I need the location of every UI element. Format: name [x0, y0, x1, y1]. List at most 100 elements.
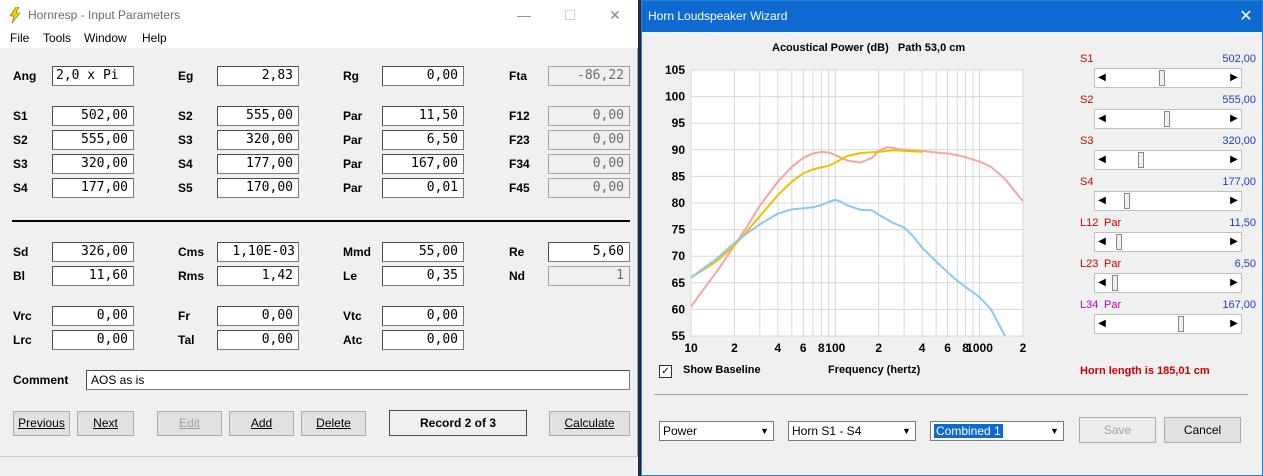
- slider-thumb[interactable]: [1123, 193, 1130, 209]
- arrow-left-icon[interactable]: ◀: [1095, 274, 1109, 292]
- slider-s2[interactable]: ◀ ▶: [1094, 109, 1242, 129]
- par1-field[interactable]: 11,50: [382, 106, 464, 126]
- s5-field[interactable]: 170,00: [217, 178, 299, 198]
- x-tick-label: 100: [825, 341, 845, 355]
- s1-label: S1: [13, 109, 28, 123]
- slider-thumb[interactable]: [1138, 152, 1145, 168]
- lightning-icon: [9, 7, 21, 23]
- s3-label: S3: [178, 133, 193, 147]
- par3-field[interactable]: 167,00: [382, 154, 464, 174]
- lrc-label: Lrc: [13, 333, 32, 347]
- x-tick-label: 8: [818, 341, 825, 355]
- calculate-button[interactable]: Calculate: [549, 411, 630, 436]
- arrow-right-icon[interactable]: ▶: [1227, 110, 1241, 128]
- vtc-field[interactable]: 0,00: [382, 306, 464, 326]
- arrow-left-icon[interactable]: ◀: [1095, 151, 1109, 169]
- s2-row-field[interactable]: 555,00: [52, 130, 134, 150]
- f12-field: 0,00: [548, 106, 630, 126]
- edit-button[interactable]: Edit: [157, 411, 222, 436]
- slider-l34[interactable]: ◀ ▶: [1094, 314, 1242, 334]
- s1-field[interactable]: 502,00: [52, 106, 134, 126]
- minimize-icon[interactable]: —: [517, 7, 531, 23]
- lrc-field[interactable]: 0,00: [52, 330, 134, 350]
- slider-s4[interactable]: ◀ ▶: [1094, 191, 1242, 211]
- param-value-l34: 167,00: [1222, 299, 1256, 311]
- y-tick-label: 55: [672, 329, 686, 343]
- s3-field[interactable]: 320,00: [217, 130, 299, 150]
- y-tick-label: 100: [665, 90, 685, 104]
- wizard-divider: [654, 394, 1248, 395]
- rg-field[interactable]: 0,00: [382, 66, 464, 86]
- ang-field[interactable]: 2,0 x Pi: [52, 66, 134, 86]
- save-button[interactable]: Save: [1079, 417, 1156, 443]
- arrow-right-icon[interactable]: ▶: [1227, 69, 1241, 87]
- arrow-right-icon[interactable]: ▶: [1227, 315, 1241, 333]
- slider-thumb[interactable]: [1178, 316, 1185, 332]
- s4-row-field[interactable]: 177,00: [52, 178, 134, 198]
- s3-row-field[interactable]: 320,00: [52, 154, 134, 174]
- le-field[interactable]: 0,35: [382, 266, 464, 286]
- cancel-button[interactable]: Cancel: [1164, 417, 1241, 443]
- show-baseline-label[interactable]: Show Baseline: [683, 364, 761, 376]
- slider-s1[interactable]: ◀ ▶: [1094, 68, 1242, 88]
- arrow-left-icon[interactable]: ◀: [1095, 192, 1109, 210]
- arrow-right-icon[interactable]: ▶: [1227, 274, 1241, 292]
- section-divider: [12, 220, 630, 222]
- slider-s3[interactable]: ◀ ▶: [1094, 150, 1242, 170]
- menu-window[interactable]: Window: [84, 31, 127, 45]
- s2-row-label: S2: [13, 133, 28, 147]
- show-baseline-checkbox[interactable]: ✓: [659, 365, 672, 378]
- s4-field[interactable]: 177,00: [217, 154, 299, 174]
- arrow-left-icon[interactable]: ◀: [1095, 110, 1109, 128]
- arrow-right-icon[interactable]: ▶: [1227, 151, 1241, 169]
- maximize-icon[interactable]: ☐: [563, 7, 577, 23]
- eg-field[interactable]: 2,83: [217, 66, 299, 86]
- next-button[interactable]: Next: [77, 411, 134, 436]
- rms-field[interactable]: 1,42: [217, 266, 299, 286]
- atc-label: Atc: [343, 333, 363, 347]
- slider-thumb[interactable]: [1163, 111, 1170, 127]
- arrow-left-icon[interactable]: ◀: [1095, 315, 1109, 333]
- slider-l12[interactable]: ◀ ▶: [1094, 232, 1242, 252]
- fr-field[interactable]: 0,00: [217, 306, 299, 326]
- horn-select[interactable]: Horn S1 - S4 ▼: [788, 421, 916, 441]
- param-par-label: Par: [1104, 217, 1122, 229]
- bl-field[interactable]: 11,60: [52, 266, 134, 286]
- sd-field[interactable]: 326,00: [52, 242, 134, 262]
- close-icon[interactable]: ✕: [609, 7, 621, 23]
- arrow-left-icon[interactable]: ◀: [1095, 69, 1109, 87]
- menu-help[interactable]: Help: [142, 31, 167, 45]
- rms-label: Rms: [178, 269, 205, 283]
- param-value-s4: 177,00: [1222, 176, 1256, 188]
- previous-button[interactable]: Previous: [13, 411, 70, 436]
- x-tick-label: 4: [919, 341, 926, 355]
- delete-button[interactable]: Delete: [301, 411, 366, 436]
- arrow-right-icon[interactable]: ▶: [1227, 233, 1241, 251]
- slider-thumb[interactable]: [1115, 234, 1122, 250]
- slider-thumb[interactable]: [1159, 70, 1166, 86]
- wizard-close-icon[interactable]: ✕: [1239, 8, 1253, 25]
- mode-select[interactable]: Power ▼: [659, 421, 774, 441]
- slider-thumb[interactable]: [1112, 275, 1119, 291]
- x-tick-label: 6: [944, 341, 951, 355]
- arrow-right-icon[interactable]: ▶: [1227, 192, 1241, 210]
- par4-field[interactable]: 0,01: [382, 178, 464, 198]
- bl-label: Bl: [13, 269, 25, 283]
- slider-l23[interactable]: ◀ ▶: [1094, 273, 1242, 293]
- atc-field[interactable]: 0,00: [382, 330, 464, 350]
- add-button[interactable]: Add: [229, 411, 294, 436]
- re-field[interactable]: 5,60: [548, 242, 630, 262]
- mmd-field[interactable]: 55,00: [382, 242, 464, 262]
- eg-label: Eg: [178, 69, 194, 83]
- combined-select[interactable]: Combined 1 ▼: [930, 421, 1064, 441]
- vrc-field[interactable]: 0,00: [52, 306, 134, 326]
- arrow-left-icon[interactable]: ◀: [1095, 233, 1109, 251]
- cms-field[interactable]: 1,10E-03: [217, 242, 299, 262]
- comment-field[interactable]: AOS as is: [86, 370, 630, 390]
- s2-field[interactable]: 555,00: [217, 106, 299, 126]
- record-indicator: Record 2 of 3: [389, 410, 527, 436]
- tal-field[interactable]: 0,00: [217, 330, 299, 350]
- menu-file[interactable]: File: [10, 31, 30, 45]
- menu-tools[interactable]: Tools: [43, 31, 72, 45]
- par2-field[interactable]: 6,50: [382, 130, 464, 150]
